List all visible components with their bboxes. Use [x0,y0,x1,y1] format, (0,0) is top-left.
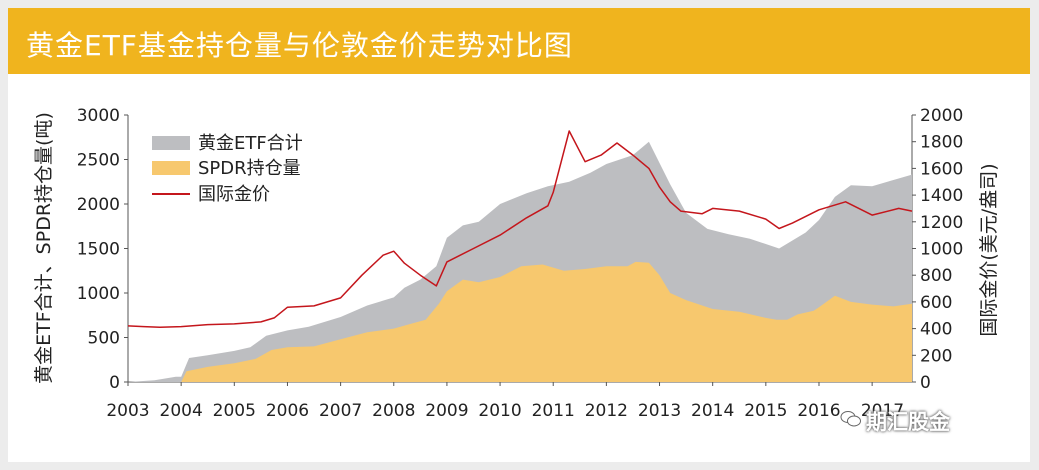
wechat-icon [840,411,861,427]
title-bar: 黄金ETF基金持仓量与伦敦金价走势对比图 [8,8,1030,74]
x-tick-label: 2016 [797,401,840,421]
y-left-tick-label: 1000 [77,284,120,304]
right-axis-title: 国际金价(美元/盎司) [978,163,1000,336]
watermark: 期汇股金 [866,410,950,434]
legend: 黄金ETF合计 SPDR持仓量 国际金价 [152,133,303,205]
legend-swatch-spdr [152,161,190,175]
x-tick-label: 2007 [319,401,362,421]
x-tick-label: 2014 [691,401,734,421]
y-left-tick-label: 500 [88,329,120,349]
y-right-tick-label: 200 [920,346,952,366]
y-right-tick-label: 2000 [920,106,963,126]
legend-label-spdr: SPDR持仓量 [198,158,301,179]
legend-label-etf: 黄金ETF合计 [198,133,303,154]
y-left-tick-label: 2500 [77,151,120,171]
x-tick-label: 2005 [213,401,256,421]
y-left-tick-label: 3000 [77,106,120,126]
legend-label-gold: 国际金价 [198,184,270,205]
x-tick-label: 2010 [478,401,521,421]
chart-title: 黄金ETF基金持仓量与伦敦金价走势对比图 [26,29,573,62]
x-tick-label: 2008 [372,401,415,421]
x-tick-label: 2009 [425,401,468,421]
y-left-tick-label: 1500 [77,240,120,260]
y-left-tick-label: 0 [109,373,120,393]
left-axis-title: 黄金ETF合计、SPDR持仓量(吨) [33,112,55,384]
x-tick-label: 2015 [744,401,787,421]
series-area-1 [128,261,912,382]
y-left-tick-label: 2000 [77,195,120,215]
x-tick-label: 2004 [160,401,203,421]
x-tick-label: 2003 [106,401,149,421]
x-tick-label: 2006 [266,401,309,421]
x-tick-label: 2013 [638,401,681,421]
y-right-tick-label: 1600 [920,159,963,179]
y-right-tick-label: 400 [920,320,952,340]
y-right-tick-label: 1200 [920,213,963,233]
y-right-tick-label: 0 [920,373,931,393]
y-right-tick-label: 600 [920,293,952,313]
x-tick-label: 2011 [532,401,575,421]
x-tick-label: 2012 [585,401,628,421]
y-right-tick-label: 1400 [920,186,963,206]
legend-swatch-etf [152,136,190,150]
series-line-gold [127,130,913,329]
y-right-tick-label: 800 [920,266,952,286]
y-right-tick-label: 1800 [920,133,963,153]
y-right-tick-label: 1000 [920,240,963,260]
x-tick-label: 2017 [861,401,904,421]
